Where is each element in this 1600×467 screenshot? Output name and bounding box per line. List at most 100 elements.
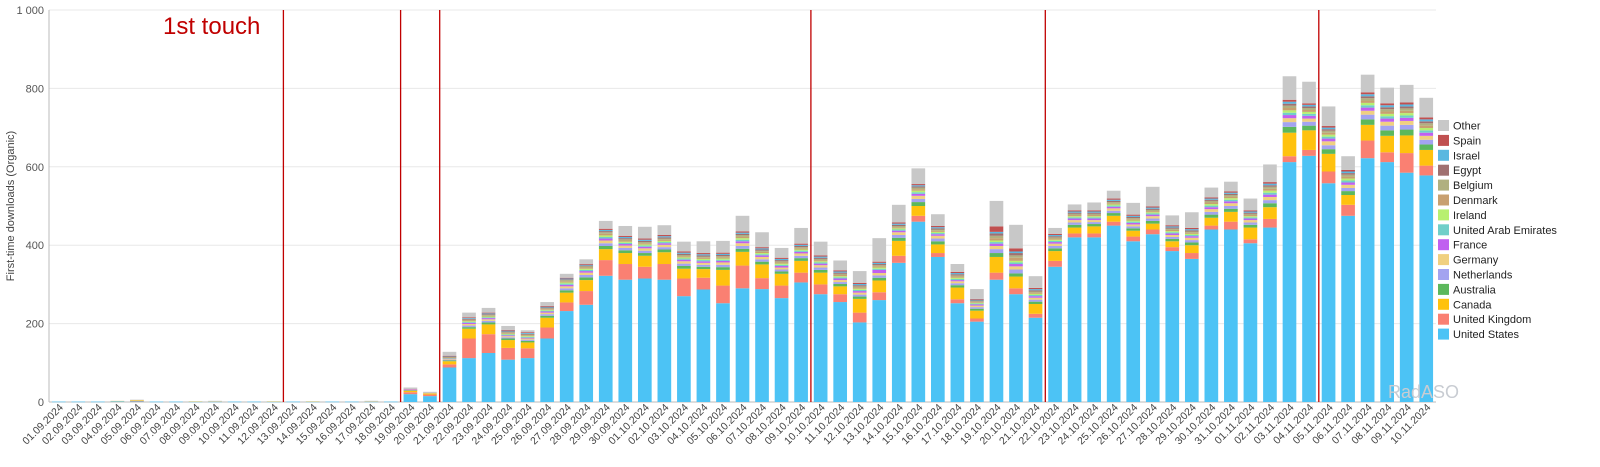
bar-segment	[481, 320, 496, 323]
bar-segment	[1184, 232, 1199, 234]
bar-segment	[755, 261, 769, 265]
bar-segment	[1263, 188, 1277, 191]
bar-segment	[950, 276, 965, 278]
bar-segment	[1126, 214, 1141, 216]
bar-segment	[1243, 227, 1258, 240]
legend-swatch	[1438, 269, 1449, 280]
bar-segment	[1321, 141, 1336, 146]
bar-segment	[677, 255, 691, 257]
bar-segment	[481, 315, 496, 317]
bar-segment	[755, 251, 769, 254]
bar-segment	[872, 300, 887, 402]
bar-segment	[520, 348, 535, 359]
legend-swatch	[1438, 283, 1449, 295]
bar-segment	[442, 351, 457, 356]
bar-segment	[911, 202, 926, 206]
bar-segment	[1106, 199, 1121, 201]
bar-segment	[618, 235, 633, 237]
bar-segment	[1380, 152, 1394, 163]
bar-segment	[755, 254, 769, 256]
bar-segment	[891, 262, 906, 402]
bar-segment	[423, 396, 437, 402]
bar-segment	[950, 275, 965, 277]
bar-segment	[950, 303, 965, 402]
y-tick-label: 400	[26, 240, 44, 252]
bar-segment	[1067, 224, 1082, 228]
bar-segment	[1243, 243, 1258, 402]
bar-segment	[1263, 200, 1277, 204]
bar-segment	[1360, 158, 1375, 402]
bar-segment	[1126, 219, 1141, 221]
bar-segment	[598, 249, 613, 261]
bar-segment	[1341, 191, 1355, 196]
bar-segment	[442, 360, 457, 362]
bar-segment	[1419, 127, 1434, 131]
bar-segment	[931, 244, 945, 254]
bar-segment	[755, 250, 769, 252]
bar-segment	[598, 245, 613, 250]
bar-segment	[1321, 134, 1336, 137]
bar-segment	[1302, 155, 1316, 402]
bar-segment	[520, 358, 535, 402]
bar-segment	[462, 358, 476, 402]
bar-segment	[813, 294, 828, 402]
legend-label: Ireland	[1453, 210, 1487, 222]
bar-segment	[598, 233, 613, 236]
bar-segment	[794, 255, 808, 259]
bar-segment	[716, 258, 730, 260]
bar-segment	[1419, 121, 1434, 124]
bar-segment	[1399, 106, 1414, 109]
bar-segment	[1106, 200, 1121, 203]
bar-segment	[1165, 226, 1180, 228]
bar-segment	[1087, 224, 1101, 227]
bar-segment	[970, 302, 984, 303]
bar-segment	[1067, 213, 1082, 216]
bar-segment	[774, 258, 789, 261]
bar-segment	[657, 264, 672, 280]
bar-segment	[677, 258, 691, 260]
bar-segment	[540, 317, 554, 328]
bar-segment	[950, 280, 965, 282]
bar-segment	[657, 252, 672, 265]
bar-segment	[1009, 273, 1023, 277]
bar-segment	[1380, 107, 1394, 110]
bar-segment	[637, 253, 652, 256]
bar-segment	[696, 264, 711, 267]
bar-segment	[520, 336, 535, 338]
bar-segment	[852, 282, 867, 285]
bar-segment	[852, 287, 867, 289]
bar-segment	[794, 249, 808, 251]
bar-segment	[970, 318, 984, 322]
bar-segment	[1145, 207, 1160, 209]
bar-segment	[794, 243, 808, 245]
bar-segment	[1419, 135, 1434, 140]
bar-segment	[618, 238, 633, 240]
bar-segment	[481, 316, 496, 318]
bar-segment	[716, 303, 730, 402]
bar-segment	[579, 268, 594, 270]
bar-segment	[1282, 76, 1297, 100]
bar-segment	[989, 245, 1004, 250]
bar-segment	[364, 401, 379, 403]
bar-segment	[950, 271, 965, 274]
bar-segment	[579, 274, 594, 278]
bar-segment	[637, 226, 652, 239]
bar-segment	[1184, 212, 1199, 228]
bar-segment	[833, 282, 848, 285]
bar-segment	[1204, 207, 1219, 210]
bar-segment	[462, 338, 476, 359]
bar-segment	[989, 240, 1004, 243]
bar-segment	[677, 257, 691, 259]
bar-segment	[1243, 198, 1258, 211]
bar-segment	[1028, 290, 1043, 292]
bar-segment	[1087, 217, 1101, 219]
bar-segment	[774, 260, 789, 262]
bar-segment	[970, 310, 984, 319]
bar-segment	[794, 253, 808, 256]
bar-segment	[1145, 186, 1160, 207]
bar-segment	[1028, 291, 1043, 293]
bar-segment	[442, 367, 457, 402]
bar-segment	[1243, 239, 1258, 244]
bar-segment	[1126, 222, 1141, 225]
bar-segment	[481, 353, 496, 402]
